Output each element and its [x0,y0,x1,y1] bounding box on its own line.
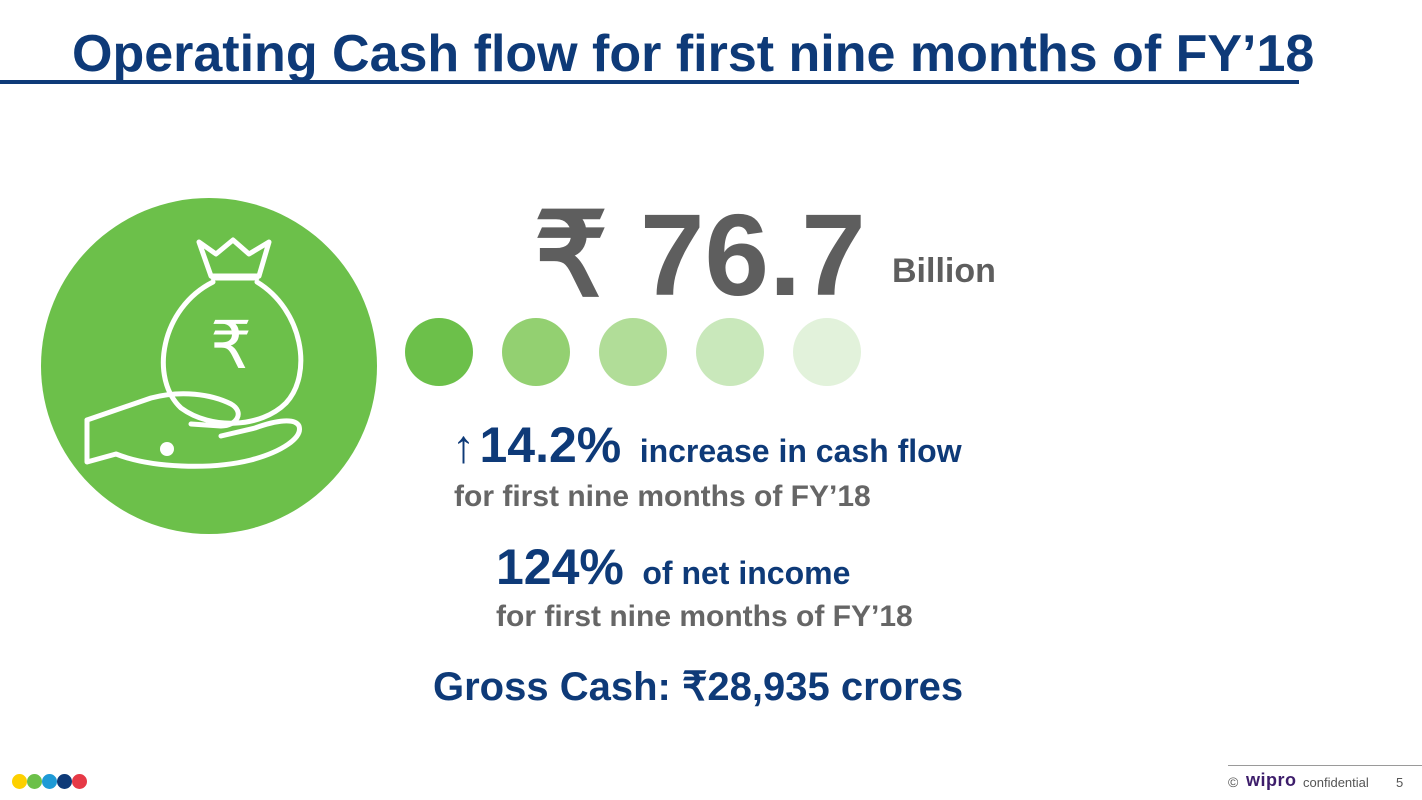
footer: © wipro confidential 5 [1228,770,1418,794]
money-bag-in-hand-icon: ₹ [41,198,377,534]
brand-dot-yellow [12,774,27,789]
gross-cash: Gross Cash: ₹28,935 crores [433,665,964,709]
brand-dot-blue [42,774,57,789]
brand-dot-red [72,774,87,789]
net-income-value: 124% [496,539,624,595]
amount-block: ₹ 76.7 [534,190,866,320]
increase-value: 14.2% [479,417,622,473]
dot-5 [793,318,861,386]
rupee-glyph: ₹ [210,308,252,382]
dot-2 [502,318,570,386]
copyright-symbol: © [1228,774,1239,790]
increase-subtext: for first nine months of FY’18 [454,480,871,513]
page-number: 5 [1396,775,1404,790]
net-income-stat: 124% of net income [496,538,850,596]
dot-3 [599,318,667,386]
title-underline [0,80,1299,84]
dot-4 [696,318,764,386]
amount-unit: Billion [892,252,996,290]
brand-dot-green [27,774,42,789]
cash-flow-amount: ₹ 76.7 [534,190,866,320]
brand-dot-navy [57,774,72,789]
net-income-subtext: for first nine months of FY’18 [496,600,913,633]
dot-1 [405,318,473,386]
footer-divider [1228,765,1422,766]
increase-stat: ↑ 14.2% increase in cash flow [452,416,962,474]
increase-label: increase in cash flow [639,433,962,469]
slide-title: Operating Cash flow for first nine month… [72,25,1315,83]
net-income-label: of net income [642,555,851,591]
wipro-logo: wipro [1246,770,1297,790]
up-arrow-icon: ↑ [452,420,475,472]
confidential-label: confidential [1303,775,1369,790]
